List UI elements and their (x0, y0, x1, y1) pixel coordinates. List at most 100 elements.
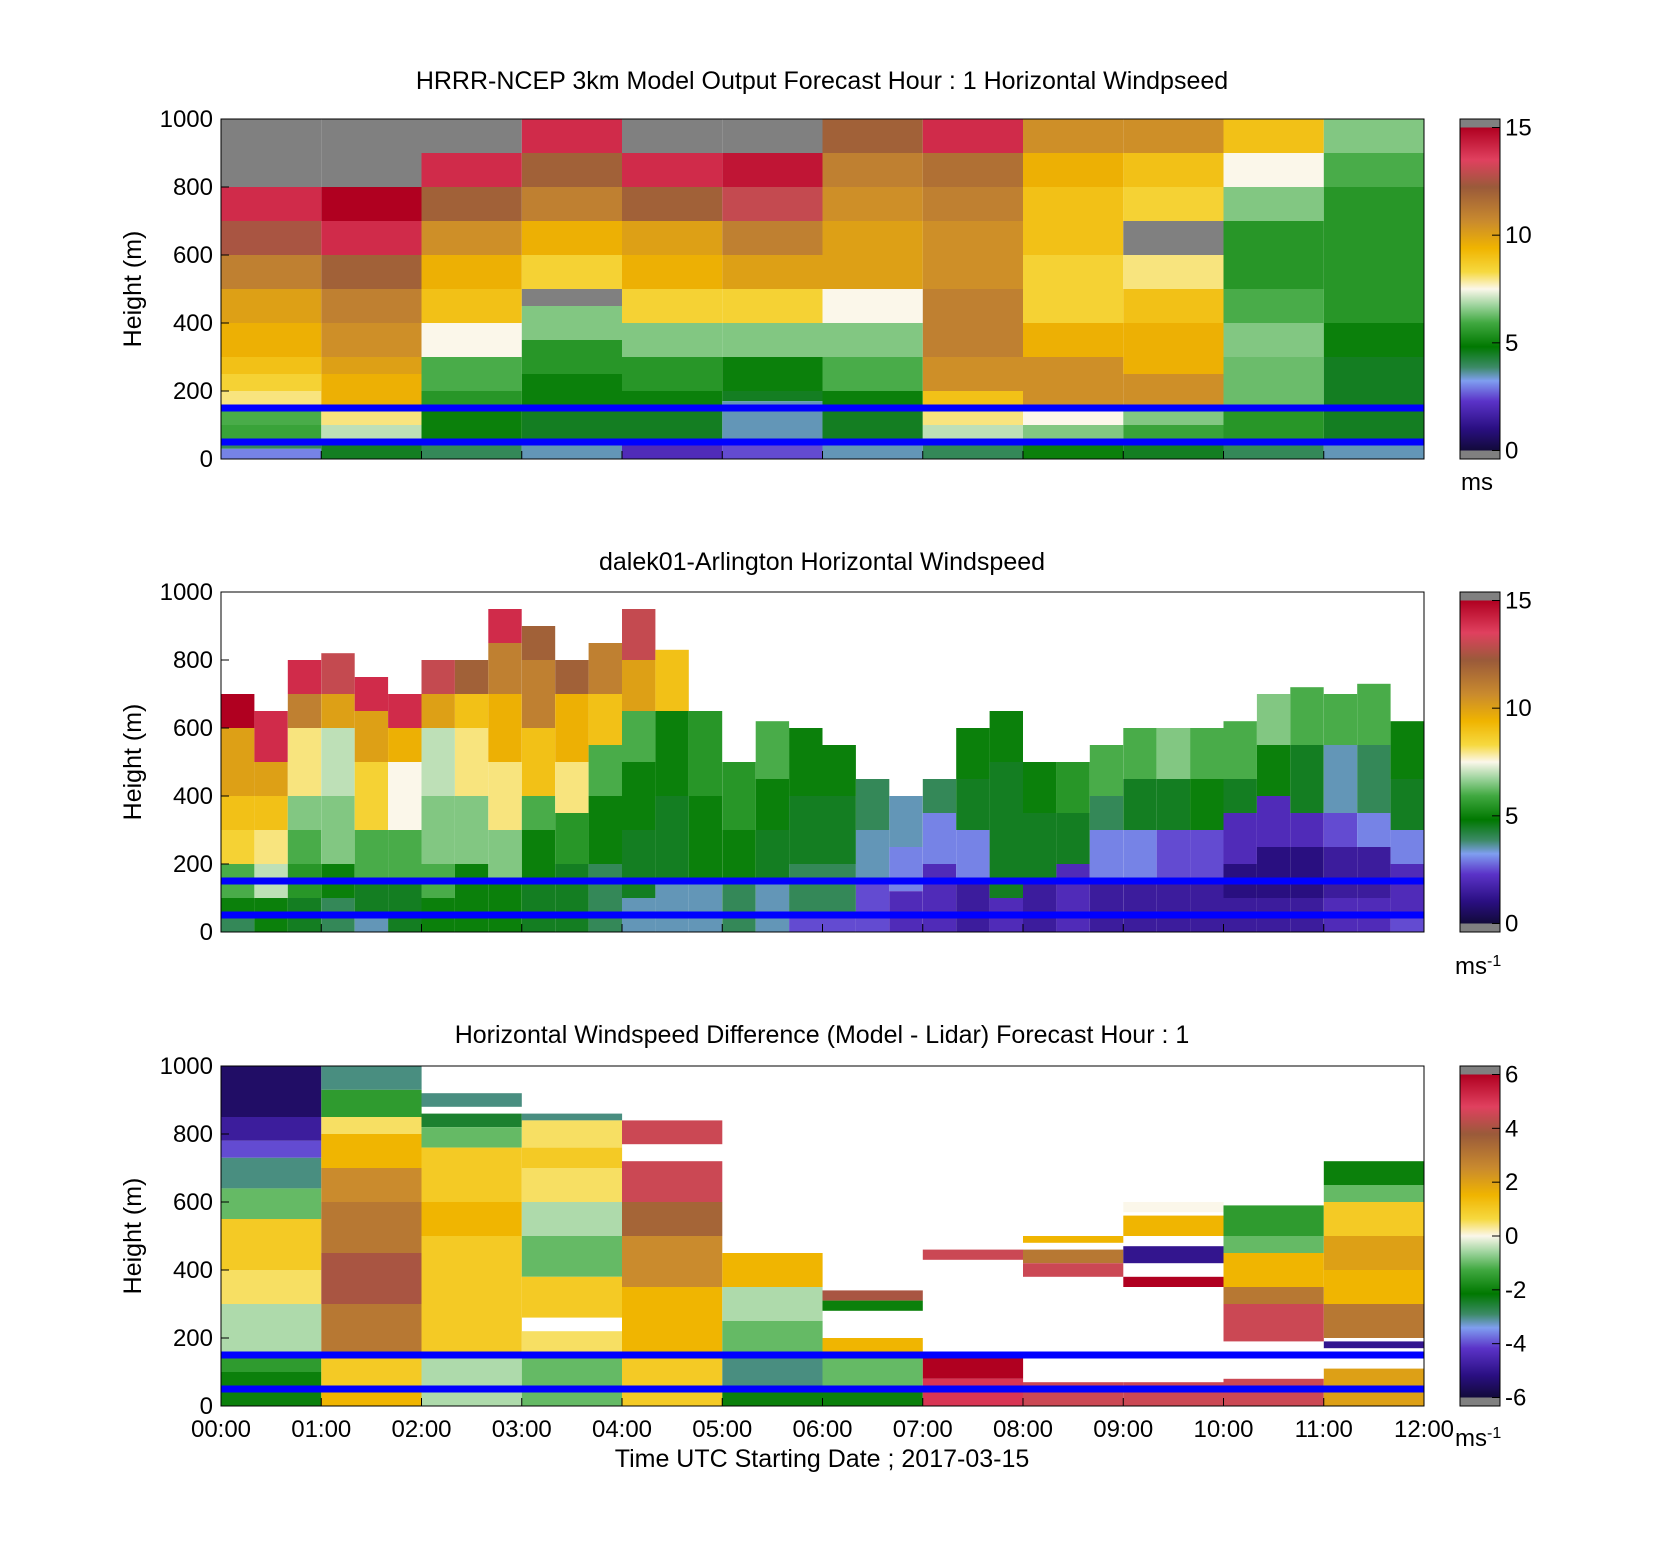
heatmap-cell (521, 374, 623, 408)
heatmap-cell (1123, 221, 1224, 255)
heatmap-cell (989, 762, 1023, 813)
heatmap-cell (321, 1304, 422, 1355)
x-axis: 00:00 01:00 02:00 03:00 04:00 05:00 06:00 07:00… (191, 1398, 1454, 1443)
heatmap-cell (521, 728, 556, 796)
heatmap-cell (254, 796, 288, 830)
heatmap-cell (521, 119, 623, 153)
heatmap-cell (421, 1355, 522, 1406)
heatmap-cell (588, 745, 622, 796)
heatmap-cell (622, 1120, 723, 1145)
heatmap-cell (521, 1331, 623, 1355)
heatmap-cell (321, 1066, 422, 1090)
y-tick-label: 200 (173, 1325, 213, 1352)
heatmap-cell (421, 796, 455, 864)
heatmap-cell (321, 255, 422, 289)
heatmap-cell (722, 442, 823, 459)
panel-difference: Horizontal Windspeed Difference (Model -… (119, 1021, 1526, 1452)
heatmap-cell (622, 255, 723, 289)
heatmap-cell (221, 1188, 322, 1219)
heatmap-cell (221, 1270, 322, 1304)
panel-title: dalek01-Arlington Horizontal Windspeed (599, 548, 1045, 576)
y-axis-label: Height (m) (119, 231, 147, 348)
heatmap-cell (421, 391, 522, 408)
heatmap-cell (922, 391, 1024, 408)
heatmap-cell (1323, 323, 1425, 357)
heatmap-cell (822, 187, 923, 221)
heatmap-cell (1156, 728, 1191, 779)
heatmap-cell (855, 830, 890, 881)
heatmap-cell (221, 221, 322, 255)
heatmap-cell (1323, 187, 1425, 255)
heatmap-cell (922, 779, 957, 813)
heatmap-cell (1023, 323, 1124, 357)
heatmap-cell (1223, 289, 1324, 323)
heatmap-cell (1156, 779, 1191, 830)
overlay-lines (221, 877, 1424, 919)
heatmap-cell (488, 694, 522, 762)
heatmap-cell (1323, 1304, 1425, 1338)
heatmap-cell (521, 153, 623, 187)
heatmap-cell (1390, 915, 1424, 932)
colorbar-ticks: -6 -4 -2 0 2 4 6 (1492, 1062, 1526, 1412)
heatmap-cell (722, 289, 823, 323)
y-tick-label: 400 (173, 1257, 213, 1284)
heatmap-cell (321, 221, 422, 255)
heatmap-cell (655, 796, 689, 881)
heatmap-cell (622, 1236, 723, 1287)
heatmap-cell (1089, 745, 1124, 796)
y-tick-label: 200 (173, 378, 213, 405)
heatmap-cell (221, 830, 255, 864)
heatmap-cell (555, 694, 589, 762)
heatmap-cell (454, 660, 489, 694)
heatmap-cell (287, 728, 322, 796)
y-tick-label: 1000 (160, 579, 213, 606)
heatmap-cell (588, 864, 622, 932)
heatmap-cell (889, 796, 923, 847)
heatmap-cell (1223, 187, 1324, 221)
heatmap-cell (1357, 813, 1391, 847)
x-tick-label: 07:00 (893, 1416, 953, 1443)
heatmap-cell (855, 881, 890, 932)
heatmap-cell (321, 796, 355, 864)
heatmap-cell (922, 357, 1024, 391)
heatmap-cell (1123, 289, 1224, 323)
heatmap-cell (521, 221, 623, 255)
heatmap-cell (822, 153, 923, 187)
y-axis: 0 200 400 600 800 1000 (160, 1053, 229, 1420)
colorbar-tick-label: 0 (1505, 911, 1518, 938)
heatmap-cell (454, 728, 489, 796)
heatmap-cell (1323, 1202, 1425, 1236)
heatmap-cell (521, 1168, 623, 1202)
heatmap-cell (421, 221, 522, 255)
heatmap-cell (321, 1202, 422, 1253)
heatmap-cell (956, 830, 990, 881)
x-tick-label: 02:00 (391, 1416, 451, 1443)
heatmap-cell (1357, 847, 1391, 898)
heatmap-cell (321, 119, 422, 187)
heatmap-cell (1223, 323, 1324, 357)
heatmap-cell (622, 153, 723, 187)
heatmap-cell (1223, 1253, 1324, 1287)
heatmap-cell (1323, 847, 1358, 898)
colorbar-tick-label: -4 (1505, 1331, 1526, 1358)
heatmap-cell (588, 694, 622, 745)
heatmap-cell (956, 728, 990, 779)
heatmap-cell (922, 119, 1024, 153)
heatmap-cell (722, 187, 823, 221)
colorbar-unit: ms (1461, 469, 1493, 496)
heatmap-cell (521, 881, 556, 932)
heatmap-cell (354, 830, 389, 881)
heatmap-cell (221, 694, 255, 728)
heatmap-cell (221, 448, 322, 459)
heatmap-cell (421, 660, 455, 694)
heatmap-cell (1123, 374, 1224, 408)
heatmap-cell (221, 391, 322, 405)
colorbar-tick-label: 5 (1505, 803, 1518, 830)
heatmap-cell (722, 119, 823, 153)
panel-title: Horizontal Windspeed Difference (Model -… (455, 1021, 1190, 1049)
heatmap-cell (622, 1161, 723, 1202)
colorbar-gradient (1459, 118, 1501, 460)
x-tick-label: 12:00 (1394, 1416, 1454, 1443)
heatmap-cell (521, 1236, 623, 1277)
heatmap-cell (254, 762, 288, 796)
